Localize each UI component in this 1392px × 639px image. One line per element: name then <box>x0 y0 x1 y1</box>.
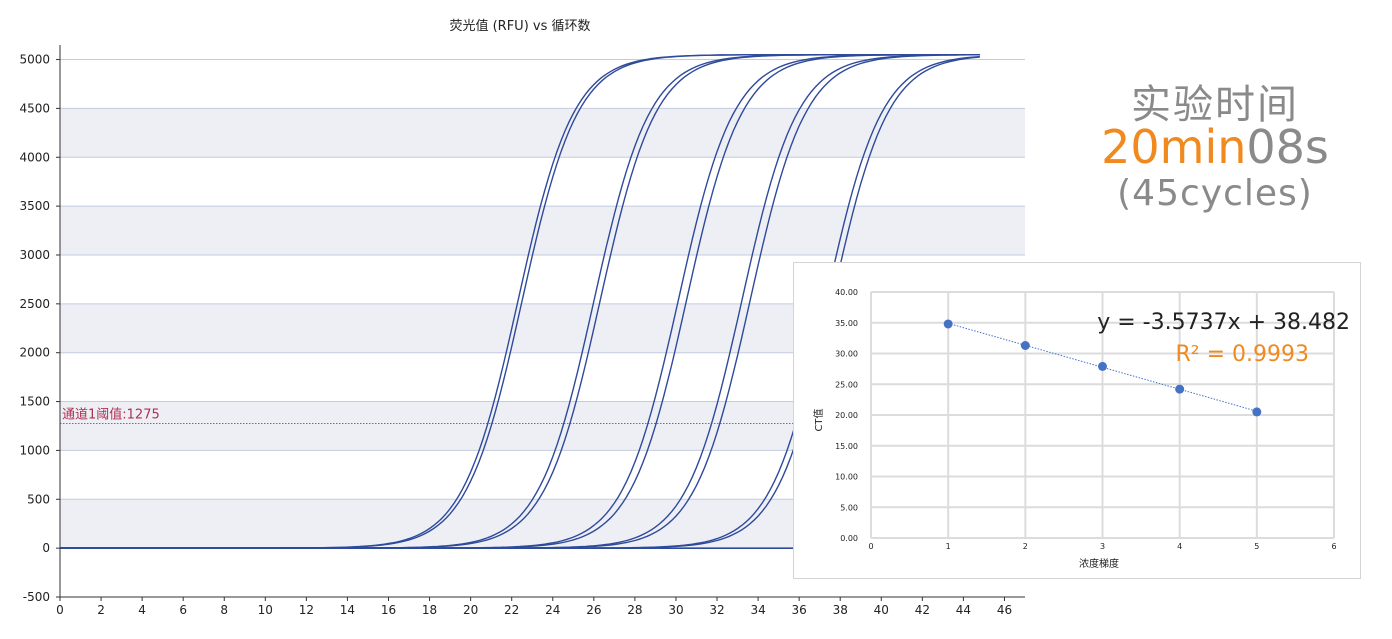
experiment-time-value: 20min08s <box>1090 120 1340 174</box>
inset-y-tick-label: 10.00 <box>835 473 858 482</box>
threshold-label: 通道1阈值:1275 <box>62 407 160 423</box>
inset-x-axis-label: 浓度梯度 <box>1079 557 1119 570</box>
cycle-count: (45cycles) <box>1117 173 1313 214</box>
inset-y-tick-label: 40.00 <box>835 288 858 297</box>
x-tick-label: 0 <box>56 603 64 617</box>
y-tick-label: 3000 <box>19 248 50 262</box>
standard-curve-chart: 0.005.0010.0015.0020.0025.0030.0035.0040… <box>812 288 1350 570</box>
inset-y-tick-label: 25.00 <box>835 380 858 389</box>
data-point <box>1175 384 1185 394</box>
inset-y-axis-label: CT值 <box>812 408 825 431</box>
plot-band <box>60 108 1025 158</box>
inset-x-tick-label: 5 <box>1254 542 1259 551</box>
data-point <box>1020 341 1030 351</box>
inset-y-tick-label: 5.00 <box>840 503 858 512</box>
inset-x-tick-label: 1 <box>946 542 951 551</box>
axes: -500050010001500200025003000350040004500… <box>19 45 1025 617</box>
inset-y-tick-label: 30.00 <box>835 350 858 359</box>
x-tick-label: 24 <box>545 603 560 617</box>
y-tick-label: 0 <box>42 541 50 555</box>
x-tick-label: 8 <box>220 603 228 617</box>
x-tick-label: 20 <box>463 603 478 617</box>
data-point <box>943 319 953 329</box>
y-tick-label: 5000 <box>19 53 50 67</box>
y-tick-label: 500 <box>27 492 50 506</box>
inset-gridlines <box>870 291 1335 539</box>
time-minutes: 20min <box>1101 120 1247 174</box>
y-tick-label: 4000 <box>19 150 50 164</box>
inset-x-tick-label: 6 <box>1331 542 1336 551</box>
inset-x-tick-label: 4 <box>1177 542 1182 551</box>
inset-x-tick-label: 0 <box>868 542 873 551</box>
x-tick-label: 36 <box>792 603 807 617</box>
x-tick-label: 30 <box>668 603 683 617</box>
x-tick-label: 38 <box>833 603 848 617</box>
y-tick-label: -500 <box>23 590 50 604</box>
inset-y-tick-label: 20.00 <box>835 411 858 420</box>
y-tick-label: 1500 <box>19 395 50 409</box>
r-squared: R² = 0.9993 <box>1175 342 1309 367</box>
time-seconds: 08s <box>1246 120 1329 174</box>
data-point <box>1098 361 1107 371</box>
x-tick-label: 18 <box>422 603 437 617</box>
x-tick-label: 46 <box>997 603 1012 617</box>
x-tick-label: 22 <box>504 603 519 617</box>
x-tick-label: 32 <box>709 603 724 617</box>
x-tick-label: 16 <box>381 603 396 617</box>
x-tick-label: 28 <box>627 603 642 617</box>
regression-equation: y = -3.5737x + 38.482 <box>1097 310 1350 335</box>
inset-y-tick-label: 0.00 <box>840 534 858 543</box>
y-tick-label: 2500 <box>19 297 50 311</box>
inset-x-tick-label: 2 <box>1023 542 1028 551</box>
y-tick-label: 1000 <box>19 443 50 457</box>
x-tick-label: 44 <box>956 603 971 617</box>
x-tick-label: 2 <box>97 603 105 617</box>
x-tick-label: 14 <box>340 603 355 617</box>
y-tick-label: 2000 <box>19 346 50 360</box>
data-point <box>1252 407 1262 417</box>
inset-y-tick-label: 15.00 <box>835 442 858 451</box>
y-tick-label: 3500 <box>19 199 50 213</box>
x-tick-label: 10 <box>258 603 273 617</box>
x-tick-label: 34 <box>750 603 765 617</box>
x-tick-label: 4 <box>138 603 146 617</box>
standard-curve-panel: 0.00 5.00 10.00 15.00 20.00 25.00 30.00 35.00 40… <box>793 262 1361 579</box>
x-tick-label: 42 <box>915 603 930 617</box>
inset-x-tick-label: 3 <box>1100 542 1105 551</box>
experiment-time-label: 实验时间 <box>1131 82 1299 128</box>
x-tick-label: 6 <box>179 603 187 617</box>
inset-axes: 0.005.0010.0015.0020.0025.0030.0035.0040… <box>835 288 1336 551</box>
y-tick-label: 4500 <box>19 101 50 115</box>
amplification-curves <box>60 54 984 549</box>
inset-y-tick-label: 35.00 <box>835 319 858 328</box>
chart-title: 荧光值 (RFU) vs 循环数 <box>449 18 590 34</box>
x-tick-label: 26 <box>586 603 601 617</box>
inset-points <box>943 319 1262 417</box>
x-tick-label: 40 <box>874 603 889 617</box>
x-tick-label: 12 <box>299 603 314 617</box>
